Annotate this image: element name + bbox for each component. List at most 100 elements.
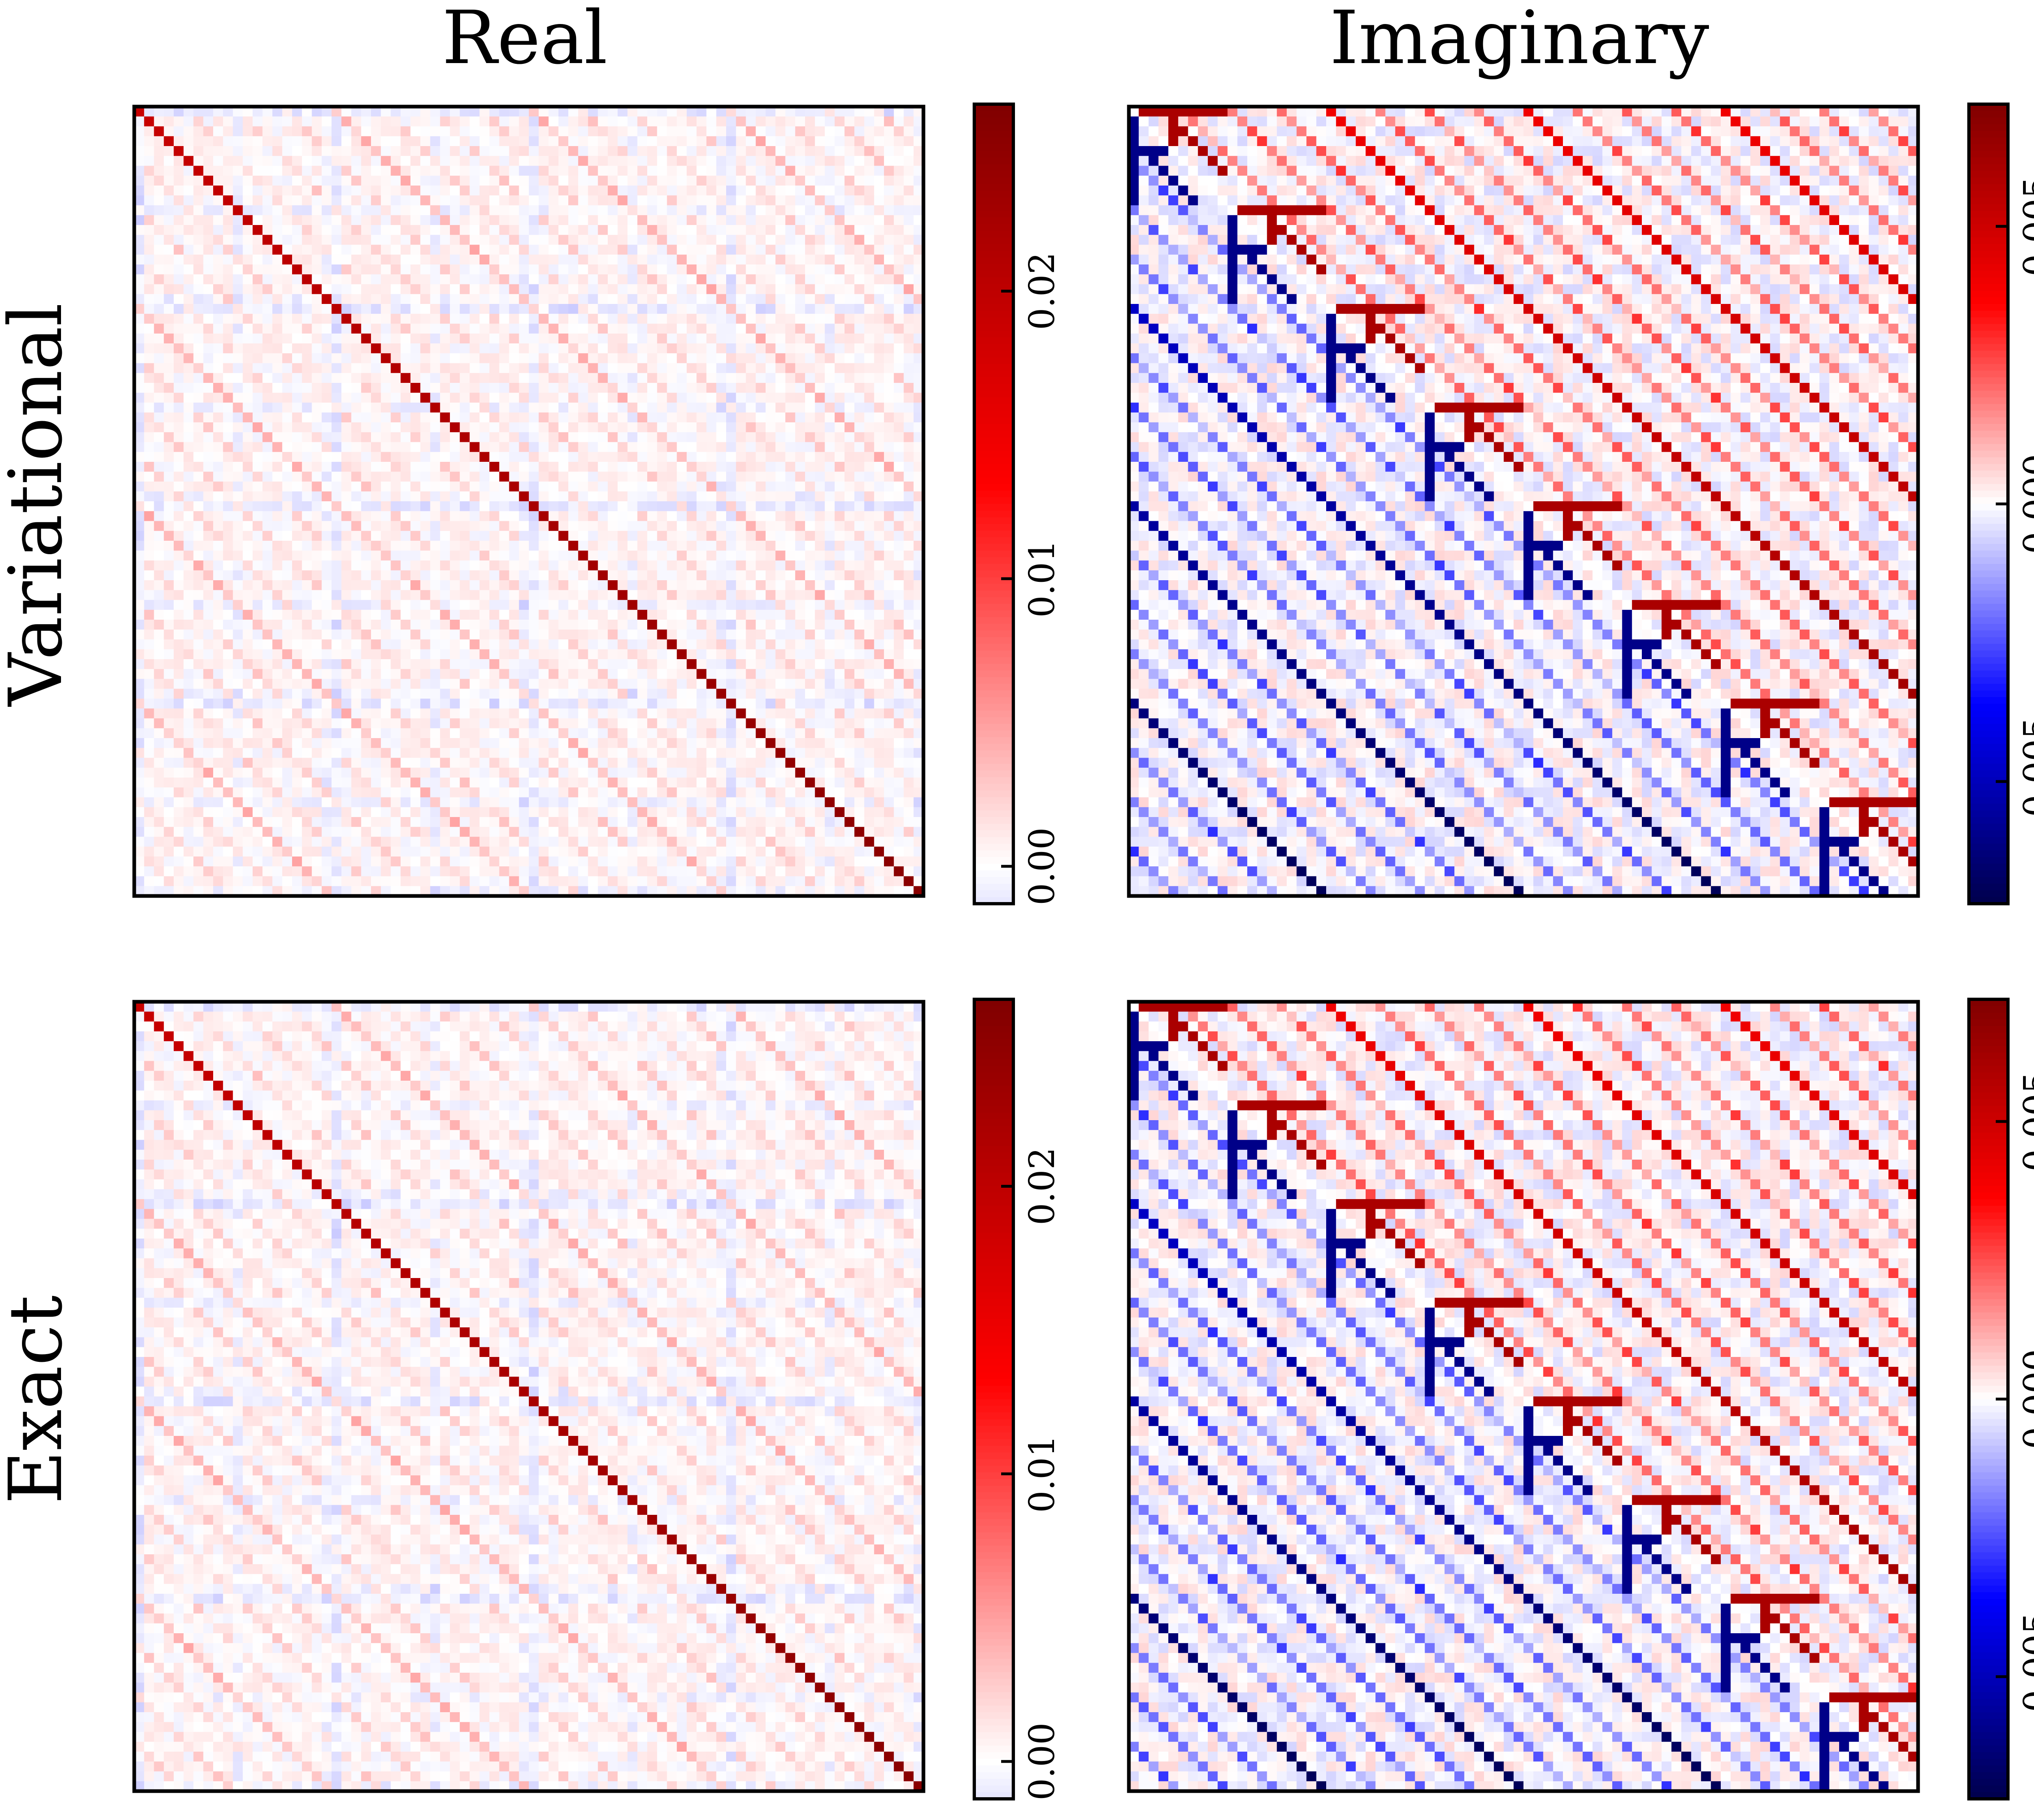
heatmap-cell bbox=[568, 699, 578, 709]
heatmap-cell bbox=[618, 422, 628, 433]
heatmap-cell bbox=[874, 679, 884, 689]
heatmap-cell bbox=[499, 363, 509, 374]
heatmap-cell bbox=[282, 442, 292, 452]
heatmap-cell bbox=[312, 353, 322, 363]
heatmap-cell bbox=[410, 195, 421, 205]
heatmap-cell bbox=[233, 127, 243, 137]
heatmap-cell bbox=[657, 708, 667, 719]
heatmap-cell bbox=[657, 205, 667, 216]
heatmap-cell bbox=[549, 432, 559, 442]
heatmap-cell bbox=[775, 620, 786, 630]
heatmap-cell bbox=[341, 699, 351, 709]
heatmap-cell bbox=[243, 353, 253, 363]
heatmap-cell bbox=[756, 531, 766, 541]
heatmap-cell bbox=[726, 383, 736, 393]
heatmap-cell bbox=[203, 699, 214, 709]
heatmap-cell bbox=[825, 629, 835, 640]
heatmap-cell bbox=[805, 186, 815, 196]
heatmap-cell bbox=[677, 620, 687, 630]
heatmap-cell bbox=[647, 324, 657, 334]
heatmap-cell bbox=[519, 570, 529, 581]
heatmap-cell bbox=[203, 679, 214, 689]
heatmap-cell bbox=[203, 304, 214, 314]
heatmap-cell bbox=[746, 294, 756, 304]
heatmap-cell bbox=[696, 521, 707, 531]
heatmap-cell bbox=[559, 580, 569, 590]
heatmap-cell bbox=[539, 383, 549, 393]
heatmap-cell bbox=[835, 274, 845, 284]
heatmap-cell bbox=[174, 116, 184, 127]
heatmap-cell bbox=[253, 245, 263, 255]
heatmap-cell bbox=[381, 462, 391, 472]
heatmap-cell bbox=[667, 156, 677, 166]
heatmap-cell bbox=[401, 590, 411, 600]
heatmap-cell bbox=[549, 511, 559, 521]
heatmap-cell bbox=[332, 501, 342, 511]
heatmap-cell bbox=[332, 215, 342, 225]
heatmap-cell bbox=[273, 689, 283, 699]
heatmap-cell bbox=[716, 245, 727, 255]
heatmap-cell bbox=[489, 551, 500, 561]
heatmap-cell bbox=[203, 255, 214, 265]
heatmap-cell bbox=[371, 403, 381, 413]
heatmap-cell bbox=[253, 294, 263, 304]
heatmap-cell bbox=[174, 432, 184, 442]
heatmap-cell bbox=[647, 373, 657, 383]
heatmap-cell bbox=[351, 570, 362, 581]
heatmap-cell bbox=[559, 343, 569, 354]
heatmap-cell bbox=[213, 442, 223, 452]
heatmap-cell bbox=[628, 442, 638, 452]
heatmap-cell bbox=[381, 482, 391, 492]
heatmap-cell bbox=[341, 304, 351, 314]
heatmap-cell bbox=[440, 541, 450, 551]
heatmap-cell bbox=[223, 186, 233, 196]
heatmap-cell bbox=[559, 669, 569, 679]
heatmap-cell bbox=[707, 274, 717, 284]
heatmap-cell bbox=[391, 334, 401, 344]
heatmap-cell bbox=[470, 264, 480, 275]
heatmap-cell bbox=[894, 521, 904, 531]
heatmap-cell bbox=[716, 324, 727, 334]
heatmap-cell bbox=[312, 708, 322, 719]
heatmap-cell bbox=[450, 235, 460, 245]
heatmap-cell bbox=[480, 294, 490, 304]
heatmap-cell bbox=[637, 186, 648, 196]
heatmap-cell bbox=[746, 127, 756, 137]
heatmap-cell bbox=[578, 561, 588, 571]
heatmap-cell bbox=[845, 294, 855, 304]
heatmap-cell bbox=[194, 324, 204, 334]
heatmap-cell bbox=[509, 235, 519, 245]
heatmap-cell bbox=[361, 679, 371, 689]
heatmap-cell bbox=[815, 669, 825, 679]
heatmap-cell bbox=[618, 245, 628, 255]
heatmap-cell bbox=[845, 580, 855, 590]
heatmap-cell bbox=[391, 432, 401, 442]
heatmap-cell bbox=[174, 561, 184, 571]
heatmap-cell bbox=[351, 590, 362, 600]
heatmap-cell bbox=[637, 541, 648, 551]
heatmap-cell bbox=[410, 669, 421, 679]
heatmap-cell bbox=[647, 452, 657, 462]
heatmap-cell bbox=[588, 649, 598, 660]
heatmap-cell bbox=[371, 600, 381, 610]
heatmap-cell bbox=[677, 551, 687, 561]
heatmap-cell bbox=[332, 413, 342, 423]
heatmap-cell bbox=[351, 294, 362, 304]
heatmap-cell bbox=[854, 255, 864, 265]
heatmap-cell bbox=[302, 235, 312, 245]
heatmap-cell bbox=[559, 561, 569, 571]
heatmap-cell bbox=[194, 708, 204, 719]
heatmap-cell bbox=[164, 492, 174, 502]
heatmap-cell bbox=[262, 570, 273, 581]
heatmap-cell bbox=[154, 561, 164, 571]
heatmap-cell bbox=[539, 274, 549, 284]
heatmap-cell bbox=[183, 551, 194, 561]
heatmap-cell bbox=[410, 659, 421, 669]
heatmap-cell bbox=[489, 225, 500, 235]
heatmap-cell bbox=[746, 442, 756, 452]
heatmap-cell bbox=[174, 570, 184, 581]
heatmap-cell bbox=[815, 294, 825, 304]
heatmap-cell bbox=[588, 570, 598, 581]
heatmap-cell bbox=[450, 511, 460, 521]
heatmap-cell bbox=[628, 225, 638, 235]
